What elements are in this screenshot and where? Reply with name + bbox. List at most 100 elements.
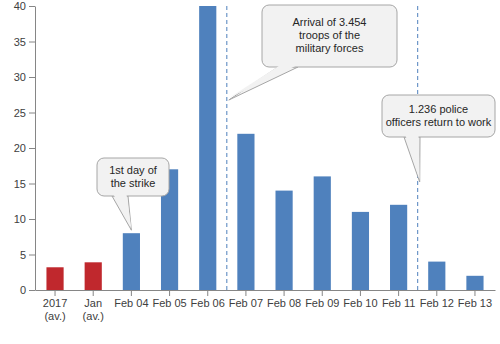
bars xyxy=(46,6,483,290)
annotation-line: officers return to work xyxy=(386,115,492,127)
bar xyxy=(390,205,407,290)
callout-box xyxy=(382,95,495,137)
x-tick-label: Feb 08 xyxy=(267,297,301,309)
y-tick: 40 xyxy=(14,0,35,12)
bar xyxy=(275,191,292,290)
callout-box xyxy=(97,158,169,196)
bar xyxy=(237,134,254,290)
y-tick: 15 xyxy=(14,178,35,190)
x-axis-line xyxy=(36,290,496,291)
x-tick-mark xyxy=(284,290,285,296)
x-tick-label: Feb 07 xyxy=(229,297,263,309)
x-axis: 2017(av.)Jan(av.)Feb 04Feb 05Feb 06Feb 0… xyxy=(36,290,496,322)
x-tick-mark xyxy=(398,290,399,296)
y-tick-label: 25 xyxy=(14,107,26,119)
annotation: 1.236 policeofficers return to work xyxy=(386,102,492,127)
callout: Arrival of 3.454troops of themilitary fo… xyxy=(229,5,397,100)
y-tick-label: 20 xyxy=(14,142,26,154)
y-tick-label: 15 xyxy=(14,178,26,190)
x-tick: Feb 09 xyxy=(305,290,339,309)
callout-tail-cover xyxy=(114,195,132,229)
annotation-line: 1st day of xyxy=(109,163,158,175)
y-axis: 0 5 10 15 20 25 30 35 40 xyxy=(14,0,36,296)
x-tick-mark xyxy=(169,290,170,296)
x-tick-label-line: 2017 xyxy=(43,297,67,309)
y-tick-mark xyxy=(29,184,35,185)
annotation-line: 1.236 police xyxy=(409,102,468,114)
annotation-line: troops of the xyxy=(299,29,360,41)
callout-tail-cover xyxy=(229,66,297,99)
annotation-line: the strike xyxy=(111,176,156,188)
bar xyxy=(199,6,216,290)
x-tick-mark xyxy=(93,290,94,296)
y-tick: 0 xyxy=(20,284,35,296)
x-tick-label: Feb 09 xyxy=(305,297,339,309)
x-tick: Feb 05 xyxy=(152,290,186,309)
y-tick-mark xyxy=(29,148,35,149)
y-tick-label: 0 xyxy=(20,284,26,296)
x-tick: Feb 13 xyxy=(458,290,492,309)
x-tick-label-line: (av.) xyxy=(83,310,104,322)
x-tick-label: Feb 05 xyxy=(152,297,186,309)
callout: 1st day ofthe strike xyxy=(97,158,169,230)
x-tick-label: 2017(av.) xyxy=(43,297,67,322)
y-tick-label: 30 xyxy=(14,71,26,83)
x-tick: Feb 12 xyxy=(420,290,454,309)
annotation-line: Arrival of 3.454 xyxy=(293,16,367,28)
y-tick-mark xyxy=(29,113,35,114)
x-tick-label: Feb 04 xyxy=(114,297,148,309)
x-tick-label-line: Jan xyxy=(84,297,102,309)
y-tick-mark xyxy=(29,255,35,256)
x-tick: Feb 11 xyxy=(382,290,415,309)
annotation: Arrival of 3.454troops of themilitary fo… xyxy=(293,16,367,54)
x-tick-mark xyxy=(474,290,475,296)
y-tick-mark xyxy=(29,77,35,78)
x-tick: Feb 10 xyxy=(343,290,377,309)
x-tick: Feb 04 xyxy=(114,290,148,309)
annotations: 1st day ofthe strike Arrival of 3.454troo… xyxy=(97,5,495,230)
y-axis-line xyxy=(35,7,36,291)
y-tick: 20 xyxy=(14,142,35,154)
y-tick-label: 40 xyxy=(14,0,26,12)
bar xyxy=(466,276,483,290)
y-tick: 5 xyxy=(20,249,35,261)
y-tick-mark xyxy=(29,219,35,220)
bar xyxy=(46,267,63,290)
x-tick-mark xyxy=(245,290,246,296)
y-tick: 25 xyxy=(14,107,35,119)
y-tick: 10 xyxy=(14,213,35,225)
callout: 1.236 policeofficers return to work xyxy=(382,95,495,182)
y-tick: 35 xyxy=(14,36,35,48)
bar xyxy=(352,212,369,290)
x-tick-label: Jan(av.) xyxy=(83,297,104,322)
x-tick: Feb 07 xyxy=(229,290,263,309)
annotation-line: military forces xyxy=(296,42,364,54)
y-tick: 30 xyxy=(14,71,35,83)
x-tick-mark xyxy=(207,290,208,296)
x-tick-label-line: (av.) xyxy=(44,310,65,322)
y-tick-mark xyxy=(29,42,35,43)
x-tick-label: Feb 12 xyxy=(420,297,454,309)
callout-tail xyxy=(229,67,298,100)
x-tick-label: Feb 11 xyxy=(382,297,415,309)
annotation: 1st day ofthe strike xyxy=(109,163,158,188)
y-tick-label: 35 xyxy=(14,36,26,48)
bar xyxy=(123,233,140,290)
y-tick-label: 5 xyxy=(20,249,26,261)
chart: 05101520253035402017(av.)Jan(av.)Feb 04F… xyxy=(0,0,500,344)
x-tick-mark xyxy=(322,290,323,296)
x-tick: Feb 08 xyxy=(267,290,301,309)
bar xyxy=(85,262,102,290)
x-tick-label: Feb 10 xyxy=(343,297,377,309)
y-tick-label: 10 xyxy=(14,213,26,225)
x-tick: 2017(av.) xyxy=(43,290,67,322)
divider xyxy=(226,6,227,290)
x-tick: Feb 06 xyxy=(191,290,225,309)
x-tick-mark xyxy=(131,290,132,296)
plot: 05101520253035402017(av.)Jan(av.)Feb 04F… xyxy=(14,0,496,322)
callout-box xyxy=(262,5,397,67)
callout-tail-cover xyxy=(406,136,420,181)
bar xyxy=(314,176,331,290)
x-tick-mark xyxy=(436,290,437,296)
x-tick-label: Feb 06 xyxy=(191,297,225,309)
